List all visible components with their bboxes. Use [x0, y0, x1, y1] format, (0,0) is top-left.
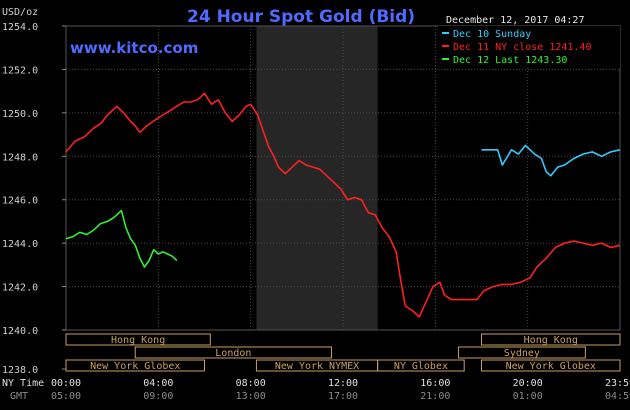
x-tick-label-ny: 04:00 — [143, 378, 173, 389]
session-label: Sydney — [504, 348, 540, 359]
legend-item-dec11: Dec 11 NY close 1241.40 — [453, 42, 591, 53]
session-bar — [481, 359, 621, 372]
series-line — [65, 209, 178, 268]
session-bar — [65, 359, 205, 372]
session-bar — [134, 346, 332, 359]
x-tick-label-gmt: 13:00 — [236, 391, 266, 402]
session-bar — [377, 359, 465, 372]
website-label: www.kitco.com — [70, 39, 198, 57]
y-tick-label: 1246.0 — [2, 196, 38, 207]
gmt-row-label: GMT — [10, 391, 28, 402]
x-tick-label-gmt: 21:00 — [420, 391, 450, 402]
y-tick-label: 1252.0 — [2, 65, 38, 76]
x-tick-label-ny: 12:00 — [328, 378, 358, 389]
plot-border — [65, 25, 621, 331]
grid-lines — [65, 25, 621, 331]
x-tick-label-gmt: 04:59 — [605, 391, 630, 402]
session-label: New York Globex — [506, 361, 596, 372]
session-label: New York Globex — [90, 361, 180, 372]
session-label: New York NYMEX — [275, 361, 359, 372]
legend-item-dec10: Dec 10 Sunday — [453, 29, 531, 40]
session-bar — [65, 333, 211, 346]
ny-time-row-label: NY Time — [2, 378, 44, 389]
legend-item-dec12: Dec 12 Last 1243.30 — [453, 55, 567, 66]
y-tick-label: 1244.0 — [2, 239, 38, 250]
session-label: London — [215, 348, 251, 359]
series-line — [65, 92, 621, 318]
x-tick-label-gmt: 05:00 — [51, 391, 81, 402]
y-tick-label: 1254.0 — [2, 22, 38, 33]
y-tick-label: 1242.0 — [2, 283, 38, 294]
x-tick-label-ny: 23:59 — [605, 378, 630, 389]
x-tick-label-ny: 08:00 — [236, 378, 266, 389]
legend-swatch-dec10 — [442, 32, 449, 34]
timestamp: December 12, 2017 04:27 — [446, 15, 584, 26]
x-tick-label-gmt: 01:00 — [513, 391, 543, 402]
session-bar — [457, 346, 586, 359]
price-series — [65, 92, 621, 318]
legend: Dec 10 Sunday Dec 11 NY close 1241.40 De… — [438, 26, 620, 68]
y-axis-ticks: 1254.0 1252.0 1250.0 1248.0 1246.0 1244.0 1242… — [2, 22, 66, 376]
x-tick-label-gmt: 17:00 — [328, 391, 358, 402]
y-tick-label: 1238.0 — [2, 365, 38, 376]
y-tick-label: 1250.0 — [2, 109, 38, 120]
y-tick-label: 1248.0 — [2, 152, 38, 163]
x-tick-label-gmt: 09:00 — [143, 391, 173, 402]
session-label: Hong Kong — [524, 335, 578, 346]
session-label: NY Globex — [394, 361, 448, 372]
nymex-highlight-band — [256, 26, 378, 330]
x-tick-label-ny: 00:00 — [51, 378, 81, 389]
market-sessions: Hong Kong London New York Globex New York N… — [65, 333, 621, 372]
session-bar — [481, 333, 621, 346]
y-axis-unit: USD/oz — [2, 7, 38, 18]
legend-box — [438, 26, 620, 68]
series-line — [481, 144, 621, 177]
y-tick-label: 1240.0 — [2, 326, 38, 337]
chart-title: 24 Hour Spot Gold (Bid) — [187, 7, 415, 27]
x-tick-label-ny: 16:00 — [420, 378, 450, 389]
x-tick-label-ny: 20:00 — [513, 378, 543, 389]
session-label: Hong Kong — [111, 335, 165, 346]
x-axis-ticks: 00:00 05:00 04:00 09:00 08:00 13:00 12:00 17:00… — [51, 378, 630, 402]
legend-swatch-dec11 — [442, 45, 449, 47]
legend-swatch-dec12 — [442, 58, 449, 60]
